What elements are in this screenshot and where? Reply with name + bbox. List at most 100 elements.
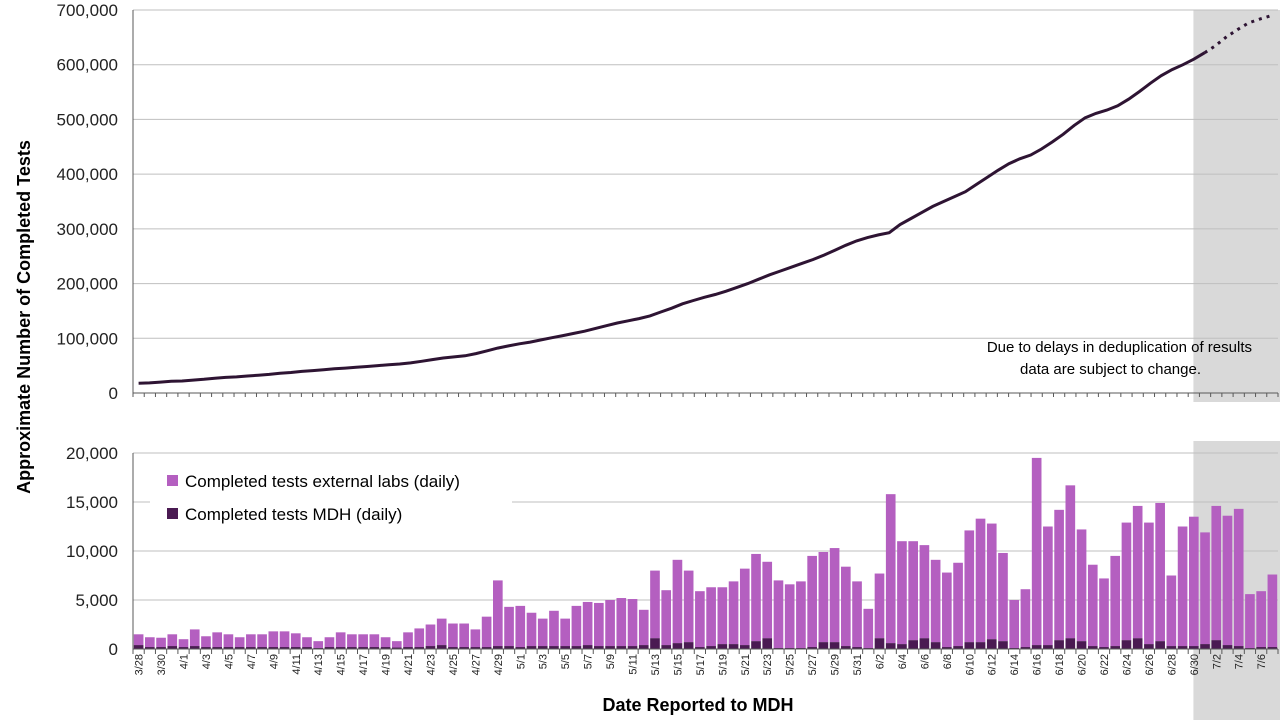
bar-external-labs — [818, 551, 829, 643]
bar-mdh — [1200, 644, 1210, 649]
bar-mdh — [335, 647, 346, 649]
bar-mdh — [739, 645, 750, 649]
bottom-x-tick-label: 5/7 — [583, 654, 595, 669]
bottom-x-tick-label: 6/4 — [897, 654, 909, 669]
bar-mdh — [829, 642, 840, 649]
bar-external-labs — [1009, 600, 1020, 649]
bar-mdh — [672, 643, 683, 649]
bottom-x-tick-label: 6/16 — [1032, 654, 1044, 675]
bar-external-labs — [661, 590, 672, 646]
bottom-x-tick-label: 4/27 — [470, 654, 482, 675]
bottom-x-tick-label: 6/22 — [1099, 654, 1111, 675]
bar-mdh — [178, 647, 189, 649]
bar-external-labs — [1155, 502, 1165, 642]
bar-mdh — [1256, 647, 1266, 649]
bar-external-labs — [1043, 526, 1053, 646]
top-y-tick-label: 600,000 — [57, 56, 118, 75]
bar-external-labs — [706, 587, 716, 647]
bar-mdh — [1031, 645, 1042, 649]
bar-external-labs — [1166, 575, 1177, 647]
bar-external-labs — [975, 518, 986, 643]
bar-external-labs — [1222, 515, 1233, 646]
bottom-y-tick-label: 10,000 — [66, 542, 118, 561]
top-y-tick-label: 200,000 — [57, 275, 118, 294]
bar-mdh — [605, 646, 615, 649]
bar-mdh — [234, 647, 245, 649]
bar-external-labs — [380, 637, 391, 648]
bottom-x-tick-label: 7/4 — [1234, 654, 1246, 669]
bar-mdh — [504, 646, 514, 649]
bar-external-labs — [201, 636, 211, 648]
bar-mdh — [964, 642, 975, 649]
bar-mdh — [571, 646, 582, 649]
bar-mdh — [807, 647, 817, 649]
legend-label-external: Completed tests external labs (daily) — [185, 472, 460, 491]
bar-mdh — [986, 639, 997, 649]
bar-external-labs — [1087, 564, 1098, 647]
bar-mdh — [818, 642, 829, 649]
bar-mdh — [852, 647, 862, 649]
bar-external-labs — [234, 637, 245, 648]
bar-external-labs — [504, 606, 514, 647]
bottom-x-tick-label: 3/30 — [156, 654, 168, 675]
top-y-tick-label: 100,000 — [57, 329, 118, 348]
bar-external-labs — [1110, 555, 1121, 647]
bottom-x-tick-label: 5/31 — [852, 654, 864, 675]
top-y-tick-label: 700,000 — [57, 1, 118, 20]
bar-external-labs — [852, 581, 862, 648]
bar-mdh — [414, 647, 425, 649]
bottom-x-tick-label: 5/9 — [605, 654, 617, 669]
bar-mdh — [380, 647, 391, 649]
bar-external-labs — [335, 632, 346, 648]
bar-external-labs — [481, 616, 492, 648]
bar-external-labs — [1177, 526, 1188, 647]
bar-external-labs — [403, 632, 413, 648]
bar-external-labs — [290, 633, 301, 648]
legend-swatch-external — [167, 475, 178, 486]
bar-mdh — [167, 646, 178, 649]
bar-mdh — [638, 645, 649, 649]
bar-mdh — [425, 646, 436, 649]
bar-external-labs — [493, 580, 503, 647]
bottom-x-tick-label: 6/28 — [1166, 654, 1178, 675]
bar-mdh — [942, 647, 952, 649]
bottom-x-tick-label: 4/25 — [448, 654, 460, 675]
bar-mdh — [1132, 638, 1143, 649]
bar-mdh — [897, 644, 907, 649]
bottom-y-tick-label: 0 — [109, 640, 118, 659]
bar-mdh — [156, 647, 166, 649]
bar-mdh — [268, 647, 279, 649]
bottom-x-tick-label: 4/1 — [179, 654, 191, 669]
bottom-x-tick-label: 4/29 — [493, 654, 505, 675]
bar-mdh — [448, 647, 458, 649]
bar-external-labs — [537, 618, 548, 647]
bottom-x-tick-label: 5/17 — [695, 654, 707, 675]
bottom-x-tick-label: 5/15 — [672, 654, 684, 675]
bar-mdh — [347, 647, 357, 649]
bar-mdh — [189, 646, 200, 649]
bar-external-labs — [133, 634, 144, 646]
bottom-x-tick-label: 5/3 — [538, 654, 550, 669]
legend-label-mdh: Completed tests MDH (daily) — [185, 505, 402, 524]
legend-swatch-mdh — [167, 508, 178, 519]
bar-external-labs — [526, 612, 537, 647]
bar-external-labs — [302, 637, 312, 648]
bar-mdh — [145, 647, 155, 649]
bar-external-labs — [717, 587, 728, 645]
bar-mdh — [728, 644, 739, 649]
bar-external-labs — [156, 637, 166, 648]
bar-mdh — [998, 641, 1008, 649]
bar-external-labs — [1233, 508, 1244, 647]
bottom-gridlines — [133, 452, 1278, 601]
bar-external-labs — [515, 605, 526, 648]
bar-mdh — [481, 647, 492, 649]
top-y-tick-labels: 0 100,000 200,000 300,000 400,000 500,000 600,… — [57, 1, 118, 403]
bar-mdh — [1155, 641, 1165, 649]
bar-mdh — [257, 647, 267, 649]
bar-external-labs — [459, 623, 469, 648]
bar-mdh — [515, 647, 526, 649]
bottom-y-tick-labels: 0 5,000 10,000 15,000 20,000 — [66, 444, 118, 659]
bar-external-labs — [178, 639, 189, 648]
top-y-tick-label: 400,000 — [57, 165, 118, 184]
daily-tests-bar-chart: 0 5,000 10,000 15,000 20,000 3/28 3/30 4/1 4/3 4… — [66, 441, 1280, 720]
